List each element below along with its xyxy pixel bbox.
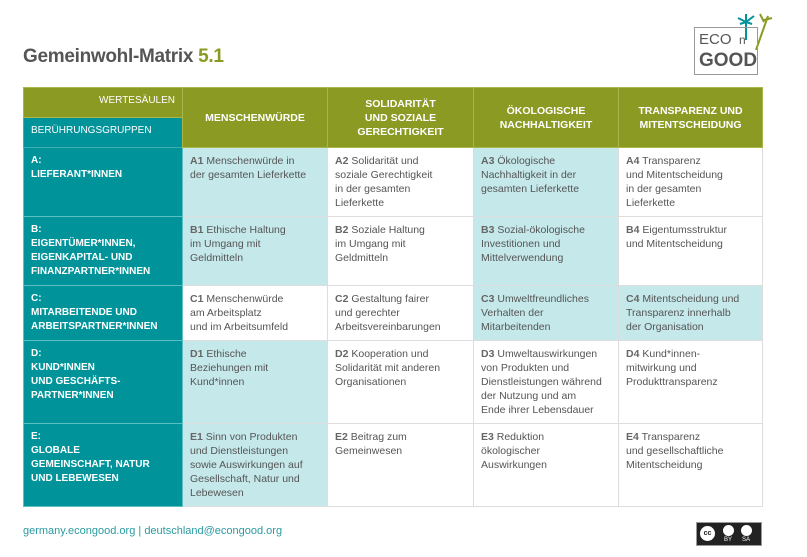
title-text: Gemeinwohl-Matrix	[23, 46, 194, 67]
matrix-cell-d4: D4 Kund*innen- mitwirkung und Produkttra…	[618, 340, 763, 424]
cell-code: A4	[626, 155, 640, 167]
cell-code: A3	[481, 155, 495, 167]
econgood-logo: ECO n GOOD	[694, 27, 758, 75]
cell-code: C1	[190, 293, 204, 305]
logo-eco: ECO	[699, 31, 732, 48]
cell-text: Reduktion ökologischer Auswirkungen	[481, 431, 547, 471]
cell-text: Kooperation und Solidarität mit anderen …	[335, 348, 441, 388]
sa-label: SA	[742, 537, 751, 543]
matrix-cell-c3: C3 Umweltfreundliches Verhalten der Mita…	[473, 285, 619, 341]
cell-text: Mitentscheidung und Transparenz innerhal…	[626, 293, 740, 333]
separator: |	[135, 525, 145, 537]
cell-text: Transparenz und gesellschaftliche Mitent…	[626, 431, 724, 471]
matrix-cell-d3: D3 Umweltauswirkungen von Produkten und …	[473, 340, 619, 424]
website-link[interactable]: germany.econgood.org	[23, 525, 136, 537]
sa-icon	[741, 525, 752, 536]
by-icon	[723, 525, 734, 536]
content: WERTESÄULEN MENSCHENWÜRDE SOLIDARITÄT UN…	[23, 87, 763, 546]
cell-code: E4	[626, 431, 639, 443]
footer-contact: germany.econgood.org | deutschland@econg…	[23, 524, 282, 538]
cell-code: C4	[626, 293, 640, 305]
matrix-cell-d1: D1 Ethische Beziehungen mit Kund*innen	[182, 340, 328, 424]
beruehrungsgruppen-label: BERÜHRUNGSGRUPPEN	[23, 117, 183, 148]
page-title: Gemeinwohl-Matrix 5.1	[23, 46, 224, 69]
stakeholder-group: D: KUND*INNEN UND GESCHÄFTS- PARTNER*INN…	[23, 340, 183, 424]
matrix-cell-e3: E3 Reduktion ökologischer Auswirkungen	[473, 423, 619, 507]
stakeholder-group: C: MITARBEITENDE UND ARBEITSPARTNER*INNE…	[23, 285, 183, 341]
cell-code: C2	[335, 293, 349, 305]
matrix-cell-e4: E4 Transparenz und gesellschaftliche Mit…	[618, 423, 763, 507]
cell-text: Ethische Beziehungen mit Kund*innen	[190, 348, 269, 388]
stakeholder-group: E: GLOBALE GEMEINSCHAFT, NATUR UND LEBEW…	[23, 423, 183, 507]
version: 5.1	[198, 46, 224, 67]
cell-text: Sinn von Produkten und Dienstleistungen …	[190, 431, 303, 499]
cell-code: B1	[190, 224, 204, 236]
cc-license-badge: cc BY SA	[696, 522, 762, 546]
email-link[interactable]: deutschland@econgood.org	[144, 525, 283, 537]
matrix-cell-e2: E2 Beitrag zum Gemeinwesen	[327, 423, 474, 507]
matrix-cell-b3: B3 Sozial-ökologische Investitionen und …	[473, 216, 619, 286]
matrix-cell-a3: A3 Ökologische Nachhaltigkeit in der ges…	[473, 147, 619, 217]
column-header: SOLIDARITÄT UND SOZIALE GERECHTIGKEIT	[327, 87, 474, 148]
cell-text: Beitrag zum Gemeinwesen	[335, 431, 407, 457]
matrix-cell-e1: E1 Sinn von Produkten und Dienstleistung…	[182, 423, 328, 507]
cc-icon: cc	[700, 526, 715, 541]
matrix-row: A: LIEFERANT*INNEN A1 Menschenwürde in de…	[23, 147, 763, 217]
cell-text: Soziale Haltung im Umgang mit Geldmittel…	[335, 224, 425, 264]
cell-code: B2	[335, 224, 349, 236]
cell-code: A1	[190, 155, 204, 167]
cell-code: E3	[481, 431, 494, 443]
cell-text: Gestaltung fairer und gerechter Arbeitsv…	[335, 293, 441, 333]
logo-n: n	[739, 33, 746, 47]
cell-text: Menschenwürde in der gesamten Lieferkett…	[190, 155, 307, 181]
cell-text: Umweltauswirkungen von Produkten und Die…	[481, 348, 602, 416]
column-header: TRANSPARENZ UND MITENTSCHEIDUNG	[618, 87, 763, 148]
matrix-cell-a2: A2 Solidarität und soziale Gerechtigkeit…	[327, 147, 474, 217]
matrix-table: WERTESÄULEN MENSCHENWÜRDE SOLIDARITÄT UN…	[23, 87, 763, 507]
matrix-row: C: MITARBEITENDE UND ARBEITSPARTNER*INNE…	[23, 285, 763, 341]
logo-good: GOOD	[699, 50, 758, 71]
cell-text: Umweltfreundliches Verhalten der Mitarbe…	[481, 293, 589, 333]
matrix-cell-c4: C4 Mitentscheidung und Transparenz inner…	[618, 285, 763, 341]
by-label: BY	[724, 537, 733, 543]
cell-code: B4	[626, 224, 640, 236]
column-header: ÖKOLOGISCHE NACHHALTIGKEIT	[473, 87, 619, 148]
cell-text: Sozial-ökologische Investitionen und Mit…	[481, 224, 585, 264]
column-header: MENSCHENWÜRDE	[182, 87, 328, 148]
matrix-cell-a4: A4 Transparenz und Mitentscheidung in de…	[618, 147, 763, 217]
cell-text: Transparenz und Mitentscheidung in der g…	[626, 155, 723, 209]
cell-code: D2	[335, 348, 349, 360]
cell-code: D4	[626, 348, 640, 360]
stakeholder-group: A: LIEFERANT*INNEN	[23, 147, 183, 217]
cell-code: D1	[190, 348, 204, 360]
matrix-row: E: GLOBALE GEMEINSCHAFT, NATUR UND LEBEW…	[23, 423, 763, 507]
palm-tree-icon	[737, 13, 773, 50]
cell-code: E2	[335, 431, 348, 443]
matrix-cell-d2: D2 Kooperation und Solidarität mit ander…	[327, 340, 474, 424]
cell-text: Eigentumsstruktur und Mitentscheidung	[626, 224, 727, 250]
matrix-cell-b1: B1 Ethische Haltung im Umgang mit Geldmi…	[182, 216, 328, 286]
matrix-row: B: EIGENTÜMER*INNEN, EIGENKAPITAL- UND F…	[23, 216, 763, 286]
cell-code: B3	[481, 224, 495, 236]
stakeholder-group: B: EIGENTÜMER*INNEN, EIGENKAPITAL- UND F…	[23, 216, 183, 286]
cell-text: Kund*innen- mitwirkung und Produkttransp…	[626, 348, 718, 388]
matrix-row: D: KUND*INNEN UND GESCHÄFTS- PARTNER*INN…	[23, 340, 763, 424]
cell-code: C3	[481, 293, 495, 305]
cell-code: E1	[190, 431, 203, 443]
matrix-cell-c1: C1 Menschenwürde am Arbeitsplatz und im …	[182, 285, 328, 341]
cell-text: Ethische Haltung im Umgang mit Geldmitte…	[190, 224, 286, 264]
wertesaeulen-label: WERTESÄULEN	[23, 87, 183, 118]
cell-code: A2	[335, 155, 349, 167]
matrix-cell-a1: A1 Menschenwürde in der gesamten Lieferk…	[182, 147, 328, 217]
cell-text: Menschenwürde am Arbeitsplatz und im Arb…	[190, 293, 289, 333]
cell-text: Ökologische Nachhaltigkeit in der gesamt…	[481, 155, 580, 195]
footer-bar: germany.econgood.org | deutschland@econg…	[23, 520, 762, 546]
matrix-cell-c2: C2 Gestaltung fairer und gerechter Arbei…	[327, 285, 474, 341]
cell-code: D3	[481, 348, 495, 360]
cell-text: Solidarität und soziale Gerechtigkeit in…	[335, 155, 433, 209]
matrix-cell-b4: B4 Eigentumsstruktur und Mitentscheidung	[618, 216, 763, 286]
matrix-cell-b2: B2 Soziale Haltung im Umgang mit Geldmit…	[327, 216, 474, 286]
